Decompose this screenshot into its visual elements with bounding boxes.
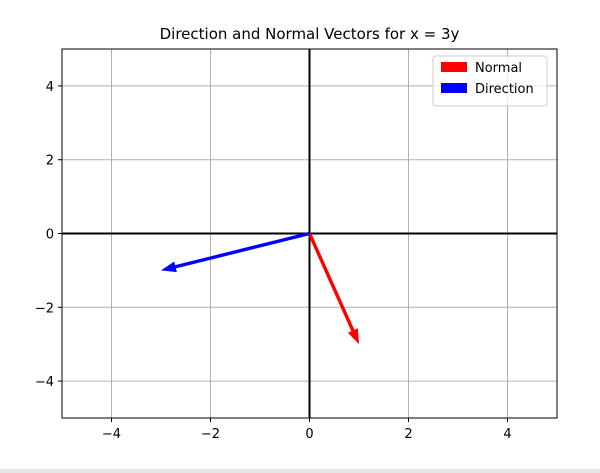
y-tick-label: 4 (46, 80, 54, 95)
ticks: −4 −2 0 2 4 −4 −2 0 2 4 (35, 80, 512, 442)
y-tick-label: 0 (46, 228, 54, 243)
vectors (161, 231, 359, 345)
x-tick-label: 4 (503, 427, 511, 442)
direction-vector-arrow (161, 231, 310, 273)
normal-vector-arrow (307, 232, 359, 345)
y-tick-label: −4 (35, 375, 54, 390)
legend: Normal Direction (432, 55, 548, 107)
x-tick-label: 2 (404, 427, 412, 442)
direction-legend-label: Direction (475, 82, 534, 97)
window-bottom-border (0, 469, 600, 473)
y-tick-label: 2 (46, 154, 54, 169)
x-tick-label: −4 (102, 427, 121, 442)
normal-legend-swatch (441, 62, 467, 72)
y-tick-label: −2 (35, 301, 54, 316)
direction-legend-swatch (441, 83, 467, 93)
normal-legend-label: Normal (475, 61, 522, 76)
x-tick-label: 0 (305, 427, 313, 442)
x-tick-label: −2 (201, 427, 220, 442)
chart-title: Direction and Normal Vectors for x = 3y (160, 25, 460, 43)
